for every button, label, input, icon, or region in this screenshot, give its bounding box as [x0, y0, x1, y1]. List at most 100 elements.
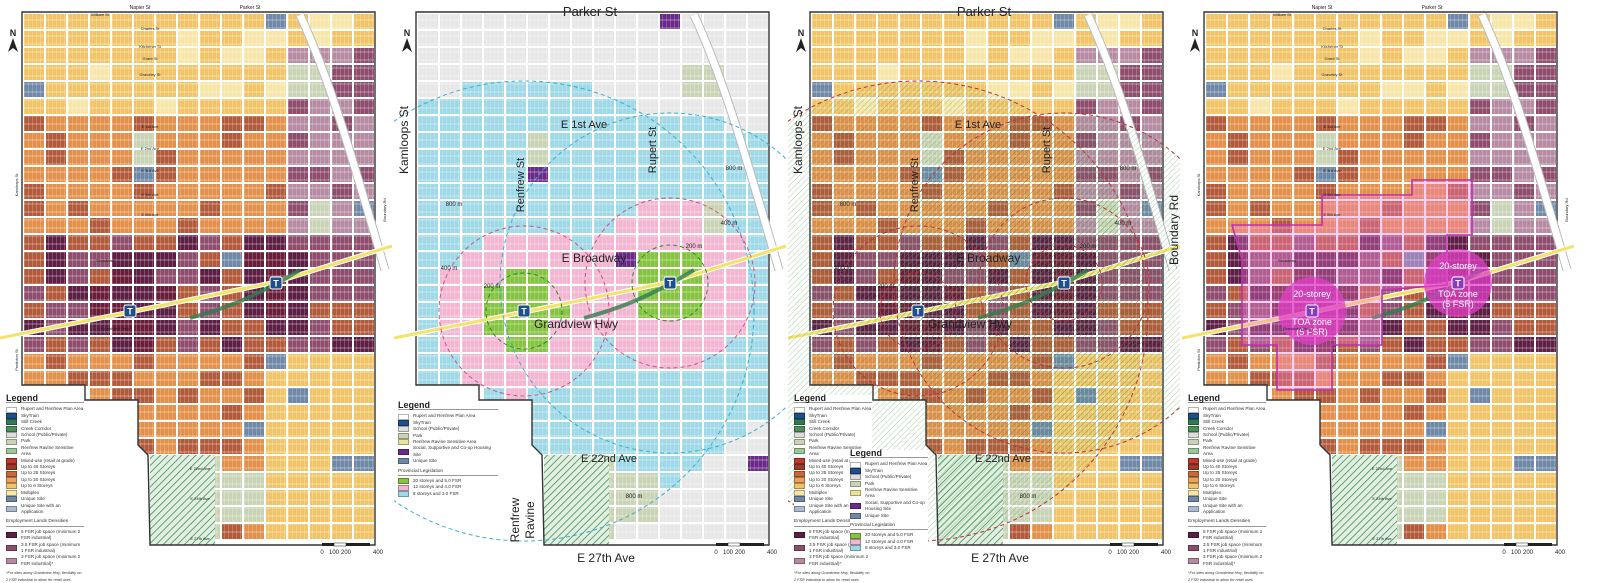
legend-swatch [398, 439, 409, 446]
street-label: E 27th Ave [577, 551, 635, 565]
legend-label: Renfrew Ravine Sensitive Area [809, 444, 862, 457]
street-label: Napier St [1312, 5, 1333, 11]
legend-swatch [6, 470, 17, 477]
skytrain-station-icon[interactable]: T [911, 304, 925, 318]
street-label: Parker St [563, 4, 618, 19]
street-label: Kamloops St [14, 173, 19, 197]
legend-item: Mixed-use (retail at grade) [794, 458, 872, 464]
legend-swatch [6, 505, 17, 512]
legend-swatch [1188, 489, 1199, 496]
legend-swatch [398, 432, 409, 439]
transit-radius-circle [1025, 244, 1103, 322]
skytrain-station-icon[interactable]: T [1057, 276, 1071, 290]
street-label: Boundary Rd [1564, 198, 1569, 221]
radius-label: 400 m [441, 266, 458, 272]
transit-radius-circle [438, 225, 610, 397]
legend-label: 3 FSR job space (minimum 2 FSR industria… [1203, 554, 1263, 566]
legend-label: SkyTrain [865, 467, 883, 473]
legend-item: 3 FSR job space (minimum 2 FSR industria… [794, 554, 872, 567]
legend-label: 3.5 FSR job space (minimum 1 FSR industr… [809, 541, 869, 553]
skytrain-station-icon[interactable]: T [1305, 304, 1319, 318]
legend-label: Renfrew Ravine Sensitive Area [413, 439, 477, 445]
skytrain-station-icon[interactable]: T [1451, 276, 1465, 290]
skytrain-station-icon[interactable]: T [123, 304, 137, 318]
scale-bar: 0 100 200 400 [714, 542, 778, 556]
legend-label: Renfrew Ravine Sensitive Area [1203, 444, 1256, 457]
street-label: E 5th Ave [141, 192, 159, 197]
legend-label: Park [21, 438, 31, 444]
legend-label: 5 FSR job space (minimum 2 FSR industria… [1203, 528, 1263, 541]
legend-swatch [1188, 413, 1199, 420]
map-panel-provincial-legislation: T T N 0 100 200 400 Parker St Kamloops St E 1st A… [394, 0, 786, 570]
legend-item: 3.5 FSR job space (minimum 1 FSR industr… [6, 542, 84, 555]
legend-swatch [794, 448, 805, 455]
legend-item: SkyTrain [1188, 413, 1266, 420]
street-label: Grant St [1325, 56, 1341, 61]
radius-label: 800 m [626, 494, 643, 500]
legend-item: 5 FSR job space (minimum 2 FSR industria… [6, 529, 84, 542]
legend-swatch [794, 457, 805, 464]
svg-text:N: N [1192, 28, 1199, 38]
legend-swatch [6, 432, 17, 439]
svg-text:100: 100 [1117, 550, 1128, 556]
legend-item: School (Public/Private) [850, 474, 928, 481]
street-label: Grandview Hwy [1283, 326, 1311, 331]
legend-label: SkyTrain [809, 412, 827, 418]
legend-title: Legend [398, 400, 498, 411]
transit-radius-circle [499, 112, 786, 454]
toa-label: TOA zone [1438, 289, 1478, 299]
skytrain-station-icon[interactable]: T [269, 276, 283, 290]
legend-label: Unique Site [1203, 496, 1227, 502]
map-panel-overlay-comparison: T T N 0 100 200 400 Parker St Kamloops St E 1st A… [788, 0, 1180, 583]
legend-item: Multiplex [794, 490, 872, 496]
legend-label: School (Public/Private) [21, 432, 68, 438]
legend-item: Up to 25 Storeys [6, 470, 84, 477]
legend-swatch [1188, 419, 1199, 426]
street-label: Boundary Rd [1167, 195, 1180, 265]
legend-label: 3 FSR job space (minimum 2 FSR industria… [21, 554, 81, 566]
legend-swatch [6, 438, 17, 445]
legend-swatch [794, 544, 805, 551]
svg-text:200: 200 [735, 550, 746, 556]
legend-label: Renfrew Ravine Sensitive Area [21, 444, 74, 457]
street-label: Rupert St [647, 127, 659, 173]
svg-text:N: N [798, 28, 805, 38]
legend-item: Rupert and Renfrew Plan Area [850, 461, 928, 468]
north-arrow-icon: N [402, 28, 412, 52]
legend-label: Park [865, 480, 875, 486]
svg-text:T: T [127, 307, 133, 317]
street-label: Renfrew [508, 497, 522, 542]
legend-swatch [850, 532, 861, 539]
svg-text:0: 0 [1108, 550, 1112, 556]
plan-area-boundary [21, 11, 376, 546]
legend-item: Up to 25 Storeys [794, 470, 872, 477]
legend-item: Rupert and Renfrew Plan Area [6, 406, 84, 413]
north-arrow-icon: N [796, 28, 806, 52]
street-label: E 24th Ave [1372, 496, 1392, 501]
svg-text:100: 100 [329, 550, 340, 556]
street-label: Kamloops St [791, 105, 805, 174]
legend-label: School (Public/Private) [865, 474, 912, 480]
legend-item: 8 storeys and 3.0 FSR [850, 545, 928, 552]
street-label: Ravine [523, 501, 537, 539]
street-label: Boundary Rd [382, 198, 387, 221]
svg-text:400: 400 [767, 550, 778, 556]
legend-item: School (Public/Private) [6, 432, 84, 439]
plan-area-boundary [415, 11, 770, 546]
legend-item: Up to 20 Storeys [794, 477, 872, 484]
legend-label: Social, Supportive and Co-op Housing Sit… [865, 499, 925, 512]
skytrain-line [394, 244, 786, 340]
legend-label: Park [413, 432, 423, 438]
transit-radius-circle [978, 197, 1150, 369]
svg-text:N: N [404, 28, 411, 38]
skytrain-station-icon[interactable]: T [663, 276, 677, 290]
legend-item: Unique Site [794, 496, 872, 503]
radius-label: 800 m [840, 202, 857, 208]
legend-item: Rupert and Renfrew Plan Area [1188, 406, 1266, 413]
street-label: Kamloops St [397, 105, 411, 174]
legend-title: Legend [6, 393, 84, 404]
skytrain-station-icon[interactable]: T [517, 304, 531, 318]
legend-label: Up to 20 Storeys [21, 476, 56, 482]
legend-swatch [398, 484, 409, 491]
street-label: Rupert St [1041, 127, 1053, 173]
